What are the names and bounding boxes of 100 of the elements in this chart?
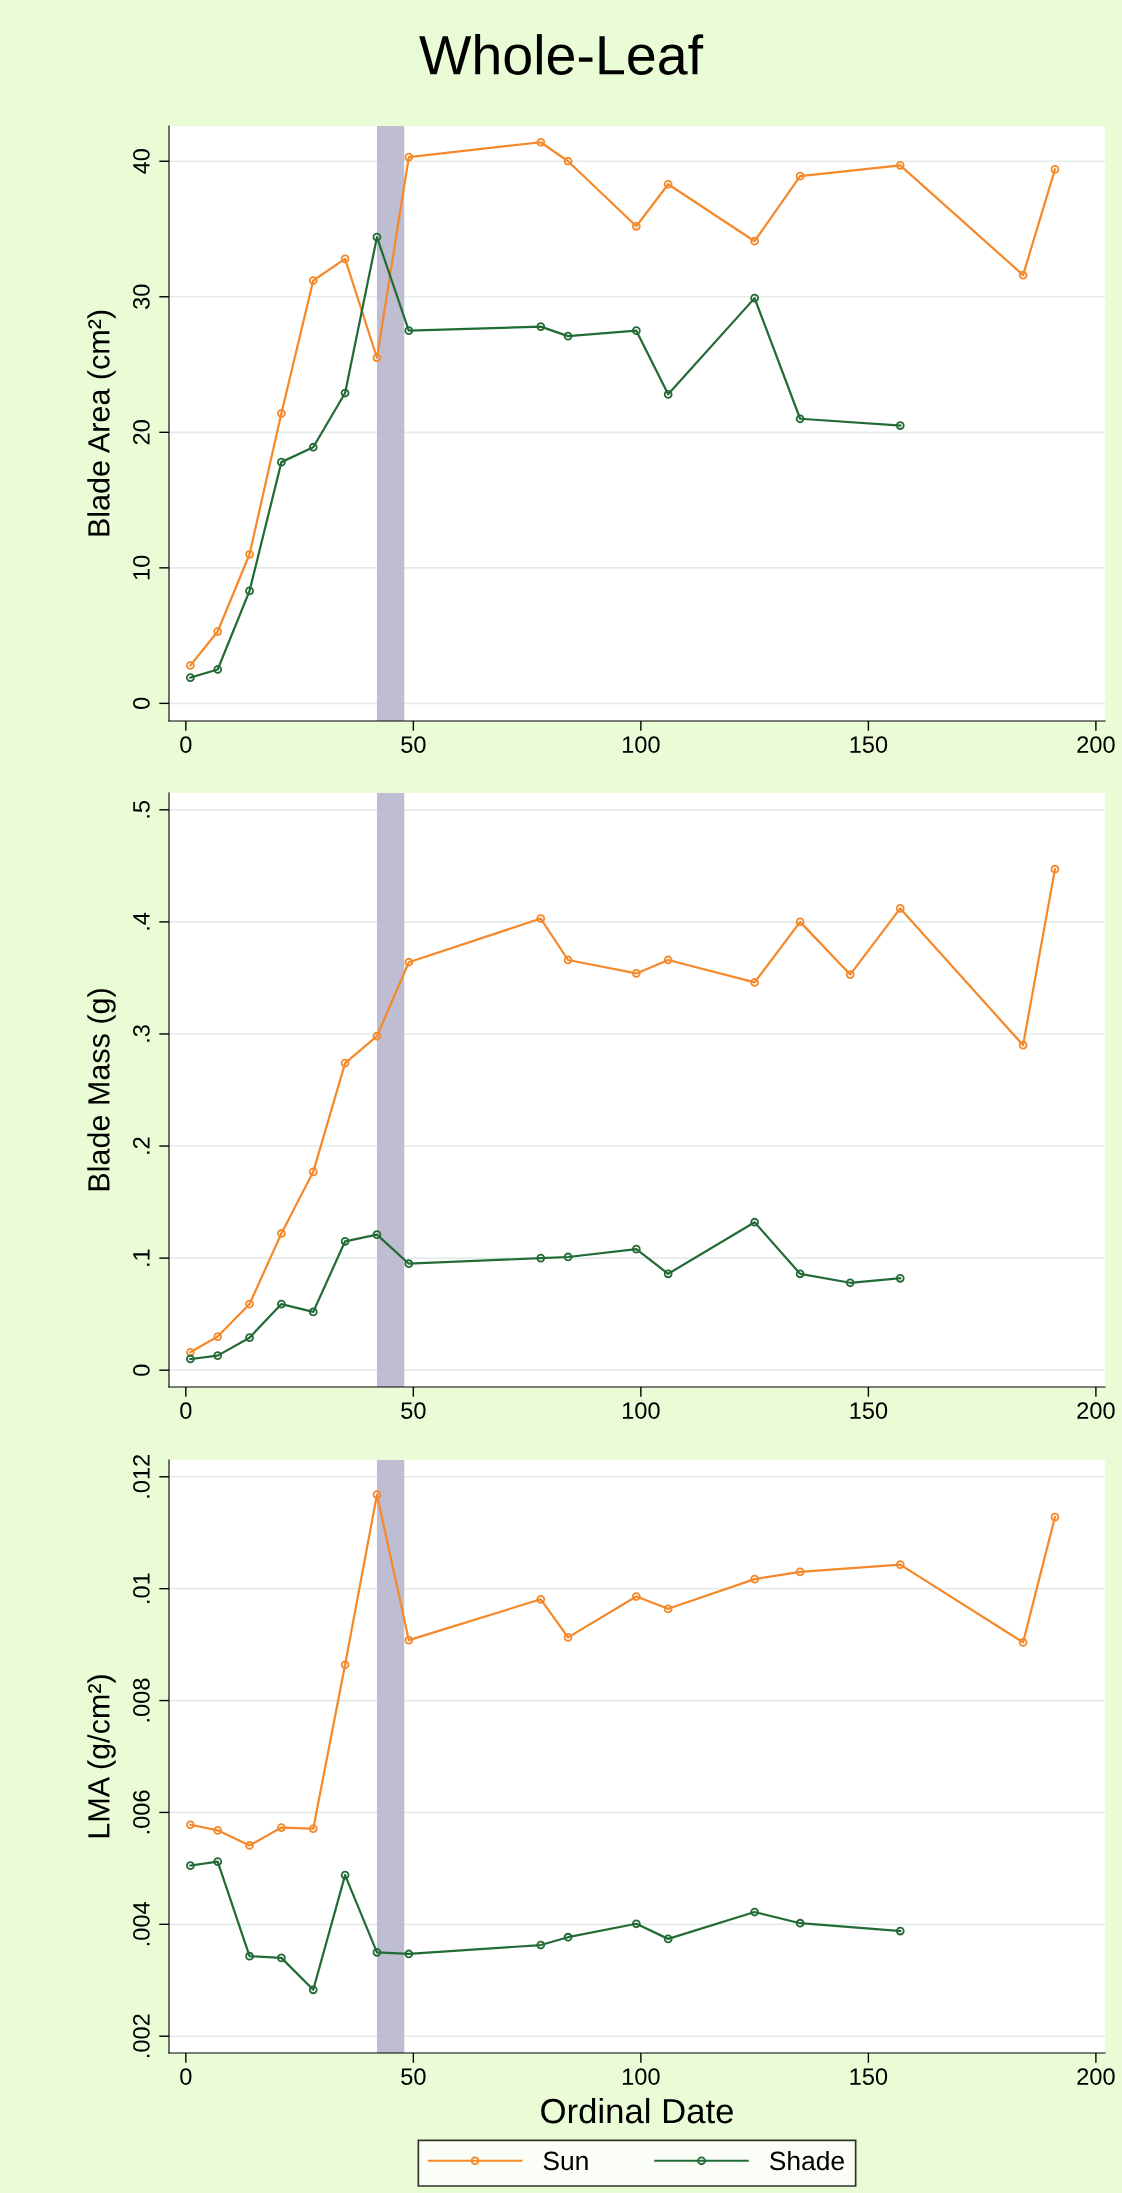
x-axis-title: Ordinal Date — [541, 2097, 733, 2124]
x-tick-label: 0 — [180, 1402, 192, 1419]
point — [663, 1269, 673, 1279]
point — [404, 326, 414, 336]
point — [536, 1253, 546, 1263]
point — [277, 408, 286, 418]
point — [245, 586, 254, 596]
y-tick-label: .1 — [133, 1249, 150, 1266]
point — [404, 1635, 414, 1645]
point — [536, 914, 546, 923]
point — [277, 1823, 286, 1832]
x-tick-label: 200 — [1077, 2068, 1115, 2085]
point — [372, 1490, 382, 1500]
point — [663, 389, 673, 399]
point — [631, 326, 641, 336]
y-axis-title: Blade Mass (g) — [87, 989, 116, 1191]
point — [631, 1592, 641, 1601]
point — [895, 1560, 905, 1569]
point — [186, 661, 195, 670]
point — [536, 137, 546, 147]
point — [340, 1058, 350, 1068]
point — [663, 1934, 673, 1944]
point — [1050, 1512, 1060, 1522]
point — [563, 1932, 573, 1942]
point — [213, 1857, 223, 1867]
x-tick-label: 0 — [180, 2068, 192, 2085]
point — [795, 414, 805, 424]
point — [750, 1217, 760, 1227]
x-tick-label: 150 — [850, 1402, 888, 1419]
point — [277, 1953, 286, 1963]
point — [663, 179, 673, 189]
point — [795, 171, 805, 181]
point — [186, 1861, 195, 1870]
point — [404, 1949, 414, 1959]
point — [563, 955, 573, 965]
point — [340, 388, 350, 398]
point — [750, 978, 760, 987]
point — [213, 1351, 223, 1360]
point — [277, 1299, 286, 1309]
point — [277, 457, 286, 467]
point — [340, 1236, 350, 1246]
point — [404, 1259, 414, 1269]
point — [895, 1273, 905, 1283]
point — [1018, 1040, 1028, 1050]
y-tick-label: 40 — [133, 149, 150, 174]
point — [308, 1167, 318, 1177]
x-tick-label: 0 — [180, 736, 192, 753]
point — [536, 1940, 546, 1950]
chart-title: Whole-Leaf — [419, 34, 704, 75]
y-tick-label: .012 — [133, 1454, 150, 1498]
point — [795, 1918, 805, 1928]
y-tick-label: 10 — [133, 555, 150, 580]
point — [213, 1825, 223, 1835]
point — [308, 1307, 318, 1317]
y-tick-label: 30 — [133, 284, 150, 309]
point — [750, 1574, 760, 1584]
point — [895, 904, 905, 913]
point — [750, 236, 760, 246]
point — [245, 1841, 254, 1850]
point — [750, 293, 760, 303]
y-tick-label: .006 — [133, 1790, 150, 1834]
point — [372, 232, 382, 242]
point — [245, 549, 254, 559]
point — [750, 1907, 760, 1917]
point — [186, 673, 195, 683]
point — [308, 1824, 318, 1834]
x-tick-label: 50 — [401, 1402, 426, 1419]
point — [186, 1820, 195, 1830]
point — [663, 1604, 673, 1614]
point — [563, 1252, 573, 1262]
point — [186, 1347, 195, 1357]
point — [845, 970, 855, 979]
point — [631, 969, 641, 978]
point — [1050, 164, 1060, 174]
point — [563, 156, 573, 166]
point — [1018, 1637, 1028, 1647]
point — [631, 1244, 641, 1254]
point — [631, 1919, 641, 1929]
point — [1018, 270, 1028, 280]
x-tick-label: 100 — [622, 1402, 660, 1419]
y-tick-label: 20 — [133, 420, 150, 445]
x-tick-label: 150 — [850, 2068, 888, 2085]
point — [372, 1031, 382, 1041]
y-tick-label: .2 — [133, 1137, 150, 1154]
point — [277, 1229, 286, 1238]
point — [372, 353, 382, 363]
point — [895, 421, 905, 430]
point — [186, 1354, 195, 1364]
point — [213, 1332, 223, 1341]
point — [340, 1660, 350, 1670]
point — [795, 1567, 805, 1577]
y-tick-label: .4 — [133, 912, 150, 930]
point — [795, 917, 805, 927]
y-tick-label: .3 — [133, 1025, 150, 1042]
point — [895, 160, 905, 170]
point — [795, 1269, 805, 1279]
point — [372, 1947, 382, 1957]
y-tick-label: .004 — [133, 1902, 150, 1946]
legend-label: Shade — [769, 2150, 844, 2171]
y-tick-label: .01 — [133, 1573, 150, 1603]
